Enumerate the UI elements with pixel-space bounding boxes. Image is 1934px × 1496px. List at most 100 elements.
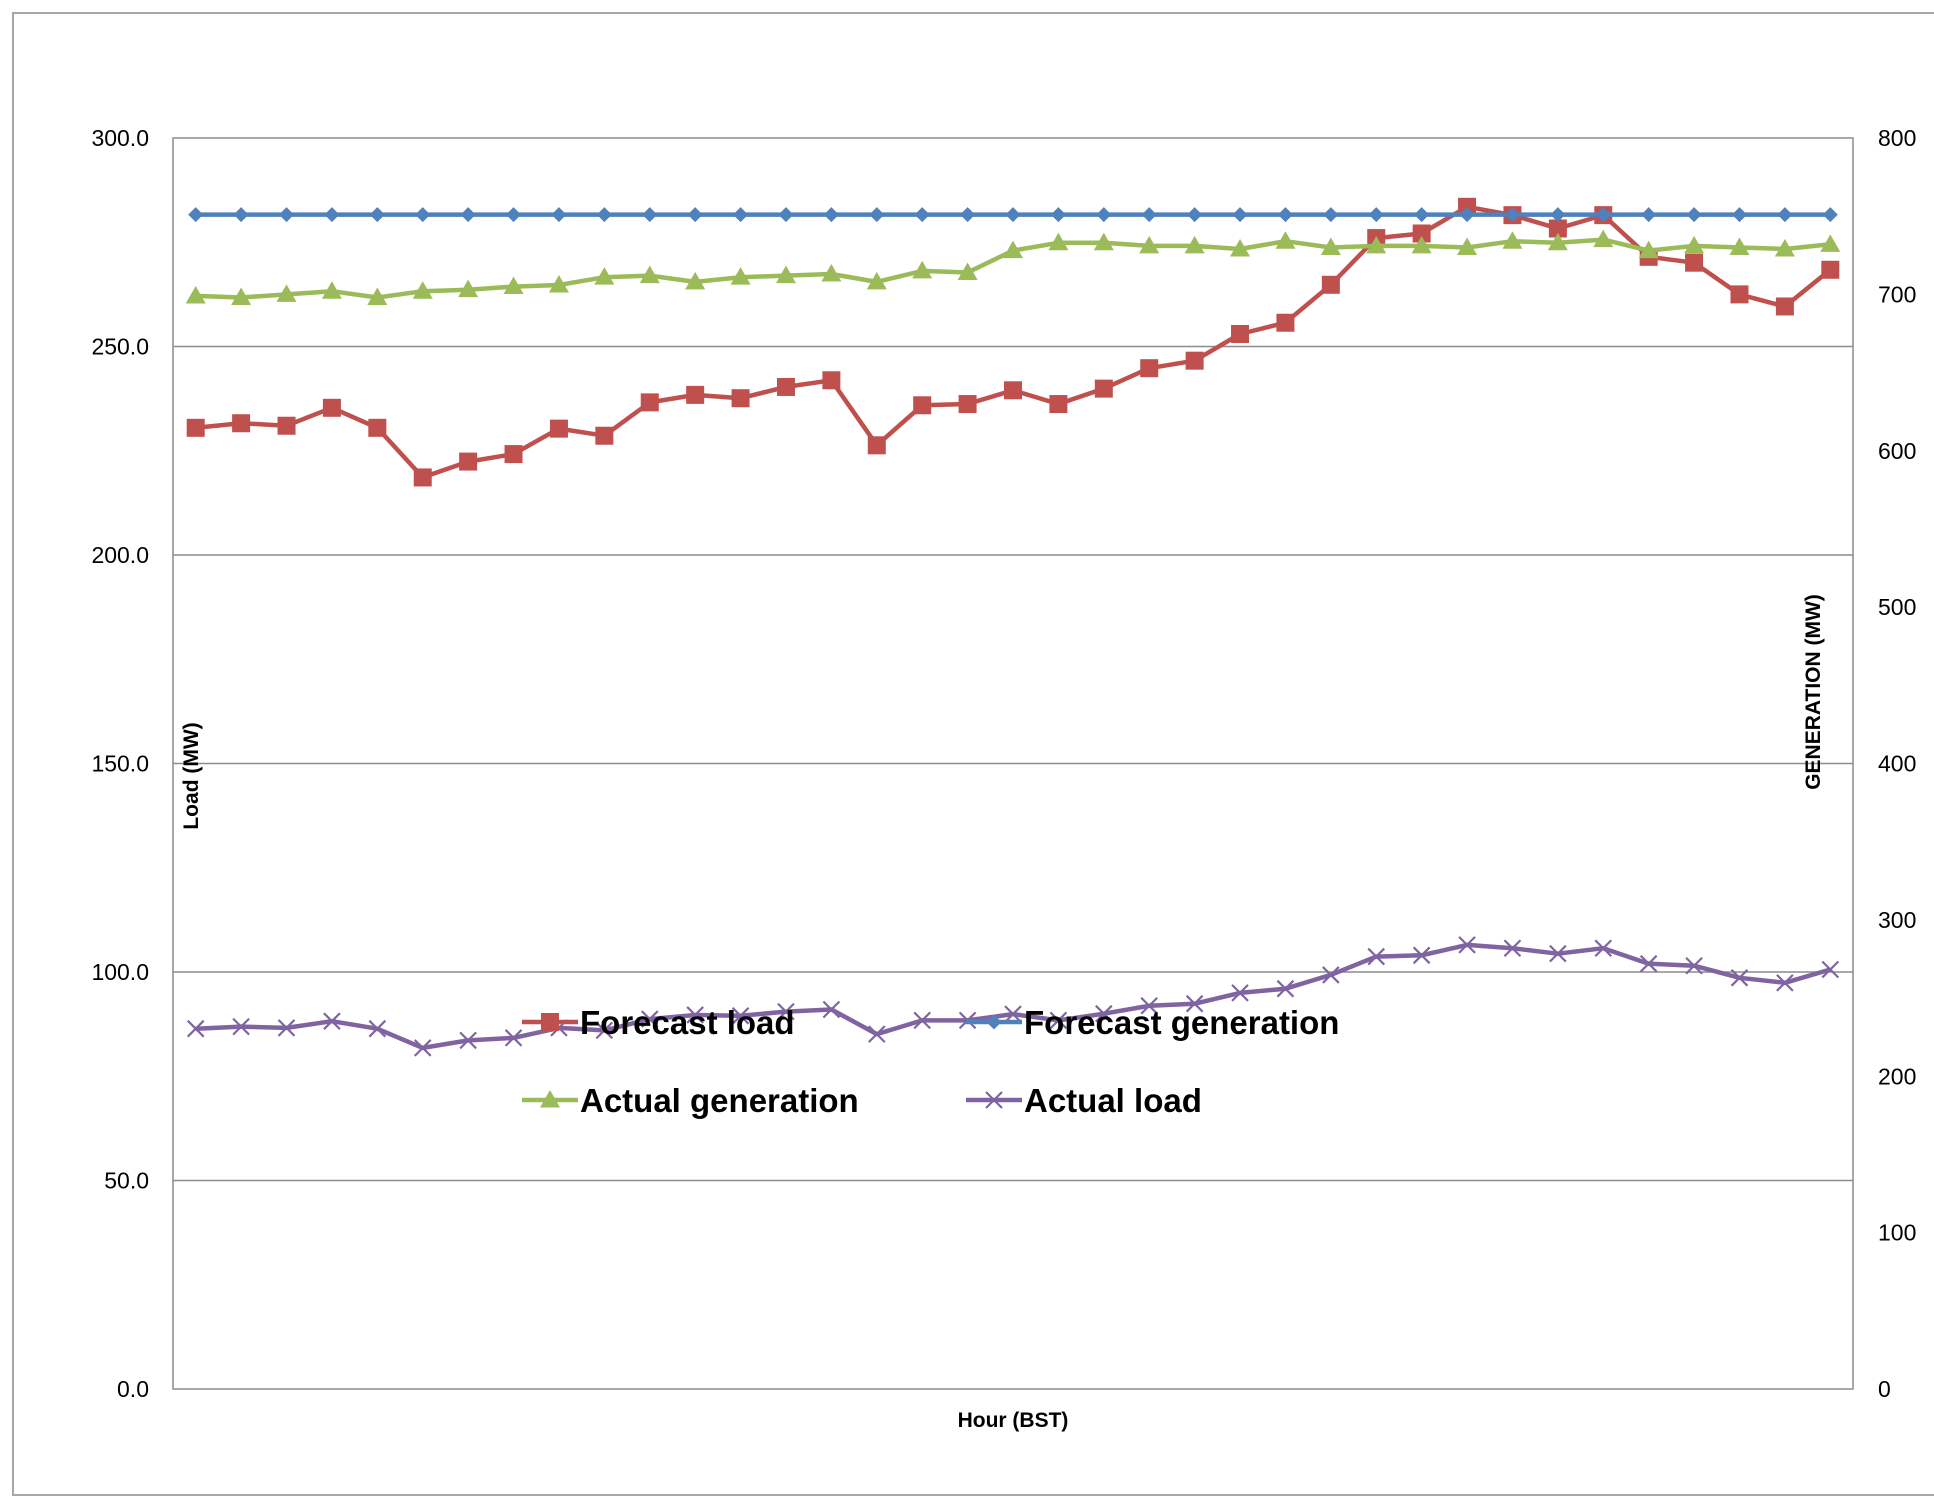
data-point-forecast-generation	[1005, 207, 1021, 223]
data-point-actual-generation	[957, 262, 978, 280]
data-point-actual-generation	[730, 267, 751, 285]
data-point-actual-load	[1730, 969, 1749, 987]
series-line-actual-load	[195, 942, 1831, 1051]
data-point-forecast-generation	[415, 207, 431, 223]
series-forecast-generation	[188, 207, 1838, 223]
data-point-forecast-generation	[1686, 207, 1702, 223]
data-point-actual-load	[1458, 936, 1476, 954]
data-point-actual-generation	[1684, 235, 1705, 254]
data-point-actual-generation	[821, 264, 842, 282]
data-point-actual-generation	[1184, 235, 1205, 254]
data-point-actual-generation	[185, 285, 206, 304]
data-point-forecast-load	[1685, 253, 1704, 272]
data-point-forecast-generation	[687, 207, 703, 223]
data-point-actual-generation	[594, 267, 615, 285]
data-point-forecast-generation	[1232, 207, 1248, 223]
data-point-actual-generation	[1275, 231, 1296, 249]
data-point-forecast-generation	[506, 207, 522, 223]
data-point-actual-load	[413, 1039, 432, 1057]
data-point-forecast-load	[1412, 224, 1431, 243]
data-point-actual-generation	[1048, 232, 1069, 251]
data-point-actual-load	[1821, 960, 1840, 979]
data-point-forecast-generation	[1323, 207, 1339, 223]
data-point-forecast-load	[1049, 395, 1068, 414]
data-point-forecast-generation	[324, 207, 340, 223]
data-point-forecast-generation	[869, 207, 885, 223]
data-point-forecast-load	[595, 426, 614, 445]
data-point-forecast-load	[232, 414, 251, 433]
legend-marker-actual-load	[985, 1091, 1003, 1109]
data-point-actual-generation	[639, 265, 660, 284]
data-point-forecast-load	[1458, 197, 1477, 216]
series-forecast-load	[186, 197, 1840, 487]
data-point-actual-load	[686, 1006, 704, 1024]
series-actual-load	[186, 936, 1840, 1057]
gridlines	[173, 345, 1853, 1182]
data-point-forecast-load	[731, 389, 750, 408]
data-point-forecast-generation	[1141, 207, 1157, 223]
y2-tick-label: 0	[1878, 1376, 1891, 1402]
series-actual-generation	[185, 229, 1841, 306]
data-point-actual-generation	[1729, 237, 1750, 255]
y-tick-label: 250.0	[91, 334, 149, 360]
data-point-actual-load	[1549, 944, 1567, 963]
y2-tick-label: 600	[1878, 438, 1916, 464]
data-point-forecast-load	[913, 396, 932, 415]
y2-tick-label: 500	[1878, 594, 1916, 620]
y-axis-title: Load (MW)	[180, 722, 203, 829]
data-point-actual-load	[1503, 939, 1522, 958]
y-tick-label: 150.0	[91, 751, 149, 777]
data-point-actual-load	[640, 1010, 659, 1028]
data-point-actual-load	[459, 1031, 477, 1050]
data-point-actual-load	[595, 1021, 614, 1040]
data-point-actual-load	[777, 1002, 795, 1021]
data-point-forecast-load	[1094, 379, 1113, 398]
legend-marker-actual-generation	[540, 1090, 560, 1108]
data-point-actual-load	[368, 1019, 387, 1038]
data-point-actual-generation	[367, 287, 388, 306]
legend-item-forecast-load: Forecast load	[522, 1004, 795, 1041]
data-point-forecast-generation	[1414, 207, 1430, 223]
legend-item-forecast-generation: Forecast generation	[966, 1004, 1339, 1041]
data-point-forecast-generation	[279, 207, 295, 223]
data-point-forecast-load	[1548, 219, 1567, 238]
data-point-forecast-generation	[960, 207, 976, 223]
data-point-forecast-load	[640, 393, 659, 412]
data-point-actual-generation	[458, 279, 479, 298]
plot-area	[172, 137, 1854, 1390]
data-point-forecast-generation	[1777, 207, 1793, 223]
y-tick-label: 100.0	[91, 959, 149, 985]
data-point-forecast-load	[776, 377, 795, 396]
legend-marker-forecast-load	[541, 1013, 559, 1031]
data-point-actual-generation	[231, 287, 252, 306]
data-point-actual-load	[1685, 956, 1703, 975]
data-point-forecast-load	[1321, 275, 1340, 294]
legend-item-actual-generation: Actual generation	[522, 1082, 859, 1119]
data-point-actual-load	[1639, 954, 1658, 973]
left-axis-ticks: 0.0 50.0 100.0 150.0 200.0 250.0 300.0	[91, 125, 149, 1402]
data-point-forecast-generation	[1187, 207, 1203, 223]
data-point-actual-generation	[1547, 232, 1568, 251]
legend-label-forecast-generation: Forecast generation	[1024, 1004, 1339, 1041]
chart-frame	[12, 12, 1934, 1496]
data-point-forecast-generation	[1050, 207, 1066, 223]
data-point-forecast-load	[186, 418, 205, 437]
data-point-actual-load	[822, 1000, 841, 1019]
series-layer	[185, 197, 1841, 1057]
data-point-actual-load	[186, 1019, 205, 1038]
data-point-actual-generation	[1366, 235, 1387, 254]
data-point-actual-generation	[1457, 237, 1478, 255]
data-point-forecast-generation	[642, 207, 658, 223]
legend: Forecast load Forecast generation Actual g…	[522, 1004, 1339, 1119]
data-point-forecast-generation	[188, 207, 204, 223]
y2-axis-title: GENERATION (MW)	[1802, 594, 1825, 790]
data-point-actual-generation	[912, 260, 933, 279]
data-point-actual-load	[868, 1025, 886, 1043]
y2-tick-label: 200	[1878, 1063, 1916, 1089]
data-point-actual-generation	[1820, 234, 1841, 252]
data-point-forecast-generation	[733, 207, 749, 223]
data-point-forecast-load	[1004, 381, 1022, 400]
data-point-actual-generation	[1320, 237, 1341, 255]
data-point-actual-generation	[1502, 231, 1523, 249]
